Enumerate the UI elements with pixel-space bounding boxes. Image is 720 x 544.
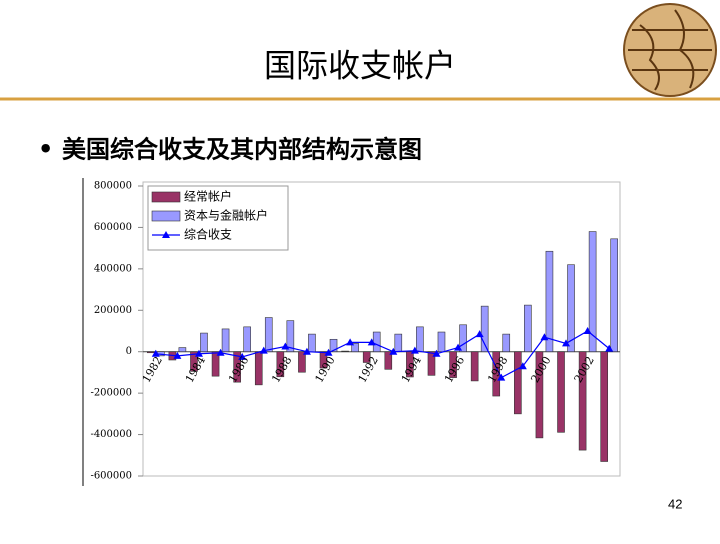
line-marker [432, 349, 441, 357]
bar [578, 351, 587, 451]
bar [449, 351, 457, 378]
bullet-text: 美国综合收支及其内部结构示意图 [62, 135, 422, 164]
globe-decoration [605, 0, 720, 100]
line-marker [605, 344, 614, 352]
bar [233, 351, 241, 383]
bar [190, 351, 198, 372]
bar [243, 326, 251, 353]
line-marker [389, 347, 398, 355]
bar [362, 351, 371, 363]
bar [502, 333, 511, 353]
bar [372, 331, 381, 353]
bar [557, 351, 565, 433]
bar [437, 331, 446, 353]
legend-swatch [162, 231, 170, 238]
bar [329, 338, 338, 353]
line-marker [518, 362, 527, 370]
bar [514, 351, 522, 415]
line-marker [238, 352, 247, 360]
line-marker [346, 338, 355, 346]
legend-swatch [151, 191, 181, 203]
line-marker [540, 333, 549, 341]
bar [610, 238, 619, 353]
y-tick-label: -200000 [90, 388, 132, 399]
line-marker [324, 348, 333, 356]
line [155, 330, 610, 379]
bar [221, 328, 230, 353]
line-marker [562, 339, 571, 347]
bar [480, 305, 489, 353]
line-marker [173, 351, 182, 359]
bar [524, 304, 532, 353]
legend-label: 经常帐户 [184, 189, 232, 204]
page-number: 42 [668, 496, 682, 511]
line-marker [151, 349, 160, 357]
legend-label: 综合收支 [184, 227, 232, 242]
bar [308, 333, 316, 353]
bar [276, 351, 285, 378]
bar [286, 320, 295, 353]
bar [394, 333, 403, 353]
bar [545, 250, 554, 353]
line-marker [454, 343, 463, 351]
bar [211, 351, 220, 377]
bar [178, 347, 187, 353]
bar [146, 351, 155, 354]
legend-swatch [151, 210, 181, 222]
y-tick-label: -400000 [90, 429, 132, 440]
bar [384, 351, 393, 370]
y-tick-label: 400000 [94, 263, 132, 274]
bar [470, 351, 479, 382]
bar [459, 324, 467, 353]
bar [351, 343, 359, 353]
line-marker [216, 348, 225, 356]
bar [600, 351, 609, 462]
bar [264, 317, 273, 353]
y-tick-label: 800000 [94, 181, 132, 192]
y-tick-label: 0 [126, 346, 132, 357]
bar [254, 351, 263, 386]
line-marker [302, 347, 311, 355]
line-marker [475, 330, 484, 338]
line-marker [281, 342, 290, 350]
bar [535, 351, 544, 439]
line-marker [194, 349, 203, 357]
y-tick-label: 600000 [94, 222, 132, 233]
y-tick-label: 200000 [94, 305, 132, 316]
bar [416, 326, 424, 353]
bar [406, 351, 414, 378]
bar [427, 351, 436, 376]
bar [567, 264, 575, 353]
legend-label: 资本与金融帐户 [184, 208, 268, 223]
bullet-dot: • [38, 135, 53, 164]
y-tick-label: -600000 [90, 471, 132, 482]
line-marker [410, 346, 419, 354]
line-marker [583, 327, 592, 334]
line-marker [497, 373, 506, 381]
bar [200, 332, 208, 353]
bar [319, 351, 328, 369]
line-marker [259, 346, 268, 354]
slide-title: 国际收支帐户 [264, 47, 456, 85]
bar [588, 231, 597, 353]
bar [341, 350, 349, 353]
bar [298, 351, 306, 373]
line-marker [367, 338, 376, 346]
